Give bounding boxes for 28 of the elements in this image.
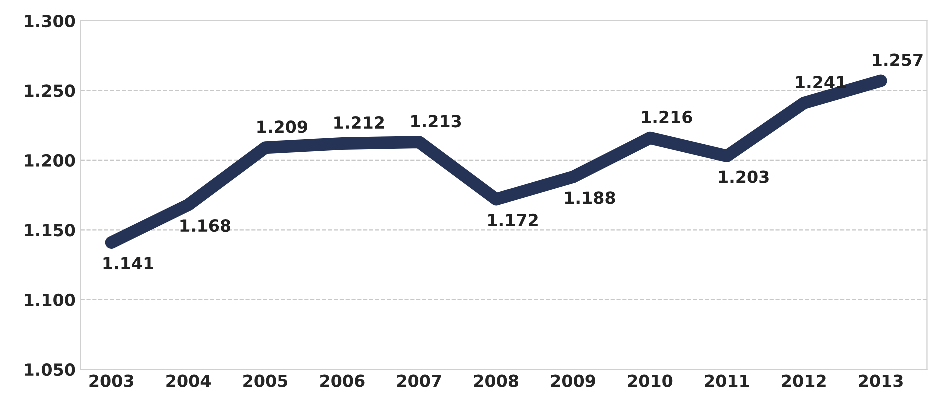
x-tick-label: 2009 <box>551 374 596 388</box>
data-label: 1.209 <box>258 120 308 134</box>
y-tick-label: 1.050 <box>25 364 76 376</box>
x-tick-label: 2011 <box>705 374 750 388</box>
y-tick-label: 1.100 <box>25 294 76 306</box>
x-tick-label: 2004 <box>166 374 211 388</box>
x-tick-label: 2006 <box>320 374 365 388</box>
x-tick-label: 2012 <box>782 374 826 388</box>
data-label: 1.203 <box>719 170 769 184</box>
data-label: 1.216 <box>642 110 692 124</box>
x-tick-label: 2003 <box>90 374 134 388</box>
data-label: 1.188 <box>565 192 616 204</box>
data-label: 1.141 <box>104 257 154 270</box>
data-label: 1.257 <box>873 54 923 66</box>
y-tick-label: 1.300 <box>25 14 76 28</box>
data-label: 1.213 <box>412 115 462 128</box>
data-label: 1.172 <box>488 214 538 226</box>
x-tick-label: 2007 <box>398 374 442 388</box>
x-tick-label: 2013 <box>859 374 903 388</box>
y-tick-label: 1.150 <box>25 224 76 237</box>
x-tick-label: 2005 <box>244 374 288 388</box>
x-tick-label: 2010 <box>628 374 673 388</box>
x-tick-label: 2008 <box>474 374 518 388</box>
data-label: 1.241 <box>796 76 846 88</box>
y-tick-label: 1.250 <box>25 84 76 98</box>
y-tick-label: 1.200 <box>25 154 76 168</box>
data-label: 1.168 <box>180 220 231 232</box>
data-label: 1.212 <box>334 116 384 129</box>
